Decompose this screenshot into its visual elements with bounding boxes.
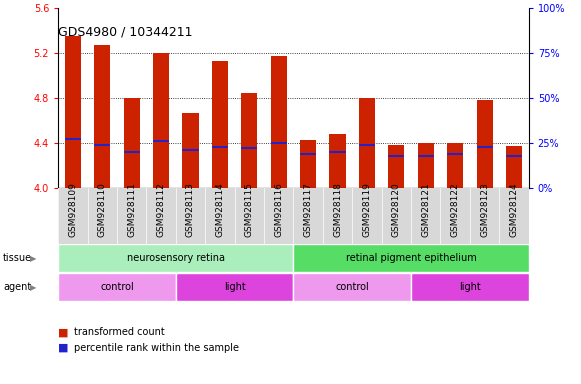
Text: tissue: tissue (3, 253, 32, 263)
Bar (447, 153, 463, 155)
Bar (271, 56, 287, 188)
Text: light: light (224, 282, 245, 292)
Bar (293, 273, 411, 301)
Bar (124, 151, 139, 153)
Bar (476, 100, 493, 188)
Text: light: light (459, 282, 480, 292)
Bar (293, 245, 529, 272)
Text: control: control (335, 282, 369, 292)
Bar (241, 147, 257, 149)
Bar (411, 273, 529, 301)
Bar (329, 134, 346, 188)
Bar (447, 143, 463, 188)
Text: transformed count: transformed count (74, 327, 165, 337)
Bar (64, 36, 81, 188)
Bar (212, 146, 228, 148)
Bar (300, 140, 316, 188)
Text: ■: ■ (58, 327, 69, 337)
Text: control: control (100, 282, 134, 292)
Bar (182, 149, 199, 151)
Text: percentile rank within the sample: percentile rank within the sample (74, 343, 239, 353)
Bar (241, 93, 257, 188)
Bar (506, 146, 522, 188)
Text: ■: ■ (58, 343, 69, 353)
Bar (388, 155, 404, 157)
Text: neurosensory retina: neurosensory retina (127, 253, 225, 263)
Text: GDS4980 / 10344211: GDS4980 / 10344211 (58, 25, 192, 38)
Bar (153, 140, 169, 142)
Bar (94, 144, 110, 146)
Text: retinal pigment epithelium: retinal pigment epithelium (346, 253, 476, 263)
Bar (124, 98, 139, 188)
Bar (175, 273, 293, 301)
Text: ▶: ▶ (30, 254, 37, 263)
Bar (153, 53, 169, 188)
Bar (271, 142, 287, 144)
Text: ▶: ▶ (30, 283, 37, 291)
Bar (182, 113, 199, 188)
Text: agent: agent (3, 282, 31, 292)
Bar (506, 155, 522, 157)
Bar (359, 98, 375, 188)
Bar (212, 61, 228, 188)
Bar (329, 151, 346, 153)
Bar (58, 273, 175, 301)
Bar (300, 153, 316, 155)
Bar (388, 145, 404, 188)
Bar (418, 155, 434, 157)
Bar (476, 146, 493, 148)
Bar (418, 143, 434, 188)
Bar (58, 245, 293, 272)
Bar (64, 138, 81, 141)
Bar (94, 45, 110, 188)
Bar (359, 144, 375, 146)
